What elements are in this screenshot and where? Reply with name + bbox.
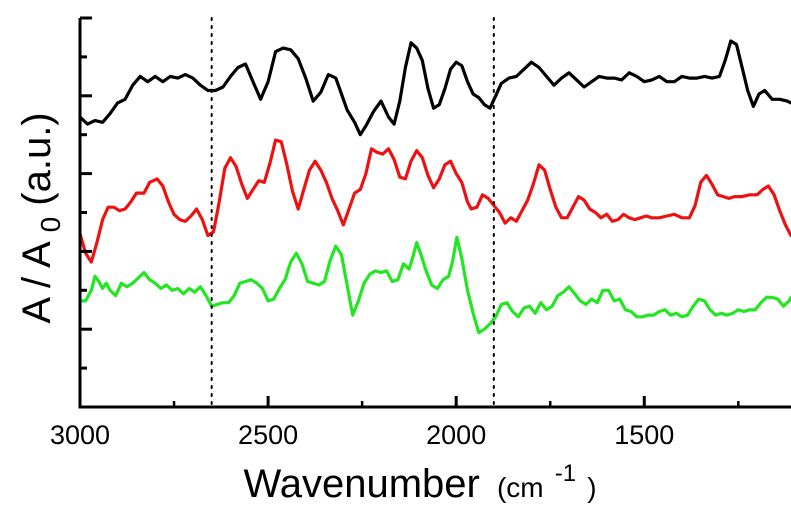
series-line-green xyxy=(78,235,791,335)
x-axis-title-unit-open: (cm xyxy=(497,472,544,503)
y-axis-title-unit: (a.u.) xyxy=(15,112,59,205)
x-tick-label: 3000 xyxy=(50,420,110,450)
x-axis-title-main: Wavenumber xyxy=(243,462,479,506)
y-axis-title: A / A 0 (a.u.) xyxy=(15,112,69,323)
x-tick-label: 2500 xyxy=(238,420,298,450)
series-line-red xyxy=(78,138,791,264)
y-axis-title-main: A / A xyxy=(15,241,59,324)
plot-area xyxy=(78,39,791,335)
x-axis-title-unit-close: ) xyxy=(587,472,596,503)
x-axis-title-unit-sup: -1 xyxy=(555,460,576,487)
x-tick-label: 2000 xyxy=(426,420,486,450)
reference-lines xyxy=(210,17,495,408)
y-axis-title-sub: 0 xyxy=(35,217,66,233)
x-tick-label: 1500 xyxy=(614,420,674,450)
x-axis-title: Wavenumber (cm -1 ) xyxy=(243,446,596,506)
series-line-black xyxy=(78,39,791,137)
ticks: 3000 2500 2000 1500 xyxy=(50,16,740,450)
